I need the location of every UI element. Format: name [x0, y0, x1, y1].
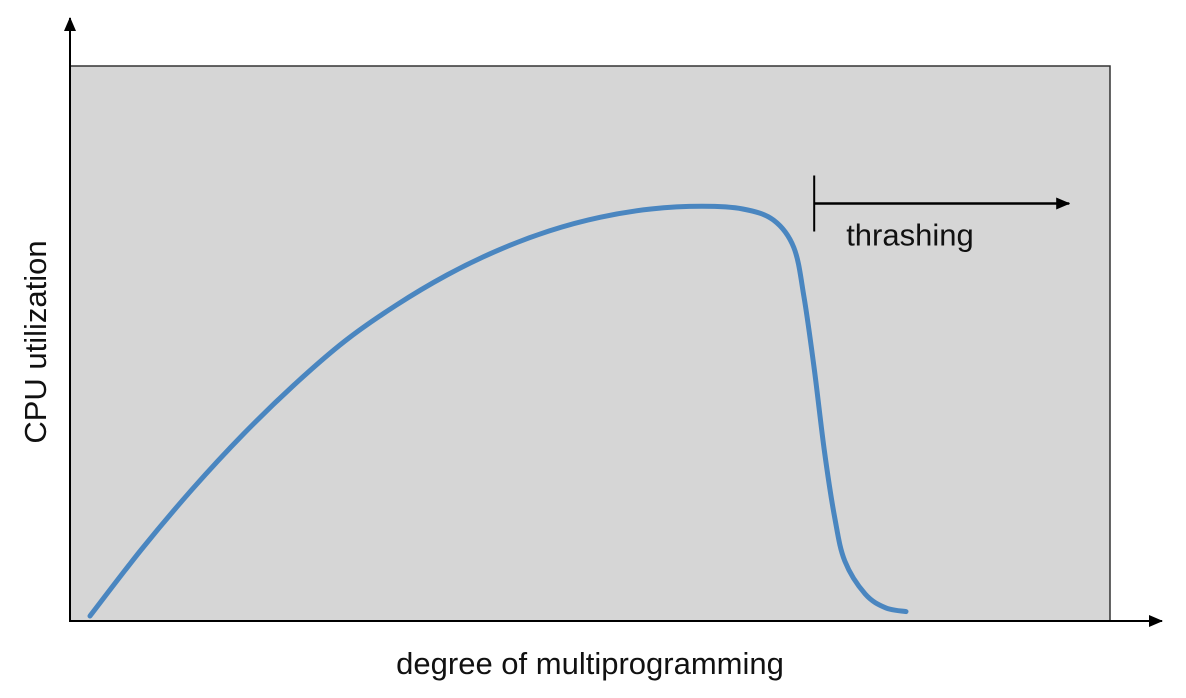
- plot-area: [69, 65, 1111, 622]
- x-axis-label: degree of multiprogramming: [396, 646, 784, 681]
- y-axis-label: CPU utilization: [18, 240, 53, 443]
- thrashing-label: thrashing: [846, 218, 974, 253]
- cpu-utilization-curve: [87, 203, 909, 619]
